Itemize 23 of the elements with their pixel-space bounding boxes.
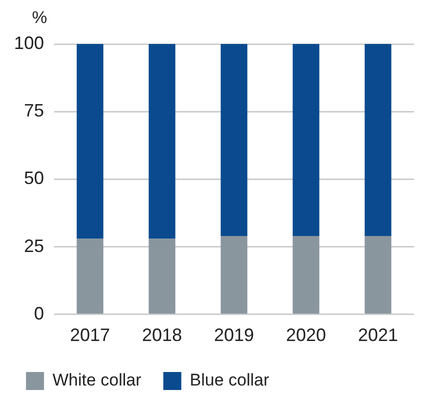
bar: [220, 44, 248, 236]
bar: [292, 44, 320, 236]
x-tick-label: 2020: [286, 325, 326, 346]
y-tick-label: 25: [24, 236, 44, 256]
y-tick-label: 0: [34, 303, 44, 324]
bar: [148, 44, 176, 239]
bar: [148, 238, 176, 314]
bar: [364, 44, 392, 236]
y-tick-label: 50: [24, 168, 44, 188]
bar: [76, 238, 104, 314]
bar: [76, 44, 104, 239]
x-tick-label: 2019: [214, 325, 254, 346]
y-axis-title: %: [32, 8, 48, 28]
bar: [292, 236, 320, 314]
y-tick-label: 75: [24, 100, 44, 121]
x-tick-label: 2018: [142, 325, 182, 346]
bar: [364, 236, 392, 314]
y-tick-label: 100: [14, 32, 44, 53]
x-tick-label: 2017: [70, 325, 110, 346]
bar: [220, 236, 248, 314]
legend-label: Blue collar: [190, 370, 270, 390]
legend-label: White collar: [52, 370, 142, 390]
x-tick-label: 2021: [358, 325, 398, 346]
